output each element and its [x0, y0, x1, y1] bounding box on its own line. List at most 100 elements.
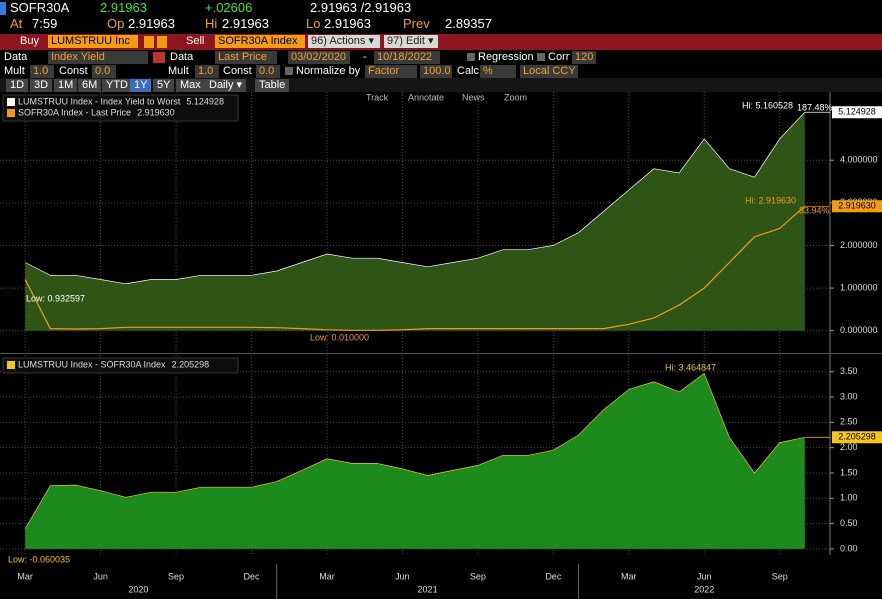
label: Op [107, 16, 125, 31]
label[interactable]: Index Yield [48, 51, 148, 64]
chart-tool[interactable]: Track [366, 92, 389, 102]
y-tick-label: 1.000000 [840, 282, 878, 292]
x-tick-label: Sep [168, 571, 184, 581]
label[interactable]: 97) Edit ▾ [384, 35, 438, 48]
y-tick-label: 0.000000 [840, 325, 878, 335]
period-button[interactable]: 3D [30, 79, 53, 92]
swap-icon[interactable] [153, 52, 165, 63]
x-tick-label: Dec [244, 571, 261, 581]
area [25, 373, 805, 549]
label[interactable]: Local CCY [520, 65, 578, 78]
last-value-label: 2.919630 [838, 201, 876, 211]
label: Lo [306, 16, 321, 31]
label[interactable]: 120 [572, 51, 596, 64]
legend-value: 2.205298 [172, 359, 210, 369]
y-tick-label: 2.50 [840, 417, 858, 427]
area [25, 112, 805, 331]
annotation: 187.48% [797, 102, 833, 112]
y-tick-label: 0.50 [840, 518, 858, 528]
annotation: Hi: 3.464847 [665, 362, 716, 372]
checkbox[interactable] [285, 67, 293, 75]
x-tick-label: Mar [17, 571, 33, 581]
x-tick-label: Jun [395, 571, 410, 581]
label: Data [4, 51, 28, 63]
label: Corr [548, 51, 570, 63]
y-tick-label: 1.50 [840, 467, 858, 477]
legend-box [2, 94, 239, 122]
label: Hi [205, 16, 218, 31]
annotation: Low: -0.060035 [8, 554, 70, 564]
label: Prev [403, 16, 430, 31]
x-tick-label: Mar [621, 571, 637, 581]
y-tick-label: 1.00 [840, 493, 858, 503]
last-value-box [832, 106, 882, 119]
period-button[interactable]: Max [176, 79, 205, 92]
last-value-label: 2.205298 [838, 432, 876, 442]
chart: 0.0000001.0000002.0000003.0000004.000000… [0, 92, 882, 599]
label[interactable]: LUMSTRUU Inc [48, 35, 138, 48]
period-button[interactable]: 1M [54, 79, 78, 92]
legend-swatch [7, 109, 15, 117]
y-tick-label: 3.50 [840, 366, 858, 376]
label: - [363, 51, 367, 63]
label[interactable]: Last Price [215, 51, 277, 64]
label[interactable]: Buy [20, 35, 39, 47]
x-year-label: 2021 [418, 584, 438, 594]
label: Mult [168, 65, 189, 77]
label: 2.89357 [445, 16, 492, 31]
period-button[interactable]: 6M [78, 79, 102, 92]
label[interactable]: 100.0 [420, 65, 452, 78]
line [24, 205, 806, 331]
x-tick-label: Dec [545, 571, 562, 581]
label[interactable]: Sell [186, 35, 205, 47]
annotation: Low: 0.010000 [310, 332, 369, 342]
label: 2.91963 /2.91963 [310, 0, 412, 15]
x-tick-label: Jun [697, 571, 712, 581]
label: SOFR30A [10, 0, 70, 15]
label: +.02606 [205, 0, 253, 15]
last-value-box [832, 200, 882, 213]
checkbox[interactable] [537, 53, 545, 61]
label[interactable]: SOFR30A Index [215, 35, 305, 48]
period-button[interactable]: YTD [102, 79, 132, 92]
period-button[interactable]: 1Y [130, 79, 152, 92]
y-tick-label: 2.000000 [840, 240, 878, 250]
chart-tool[interactable]: Zoom [504, 92, 527, 102]
label: At [10, 16, 23, 31]
y-tick-label: 3.00 [840, 391, 858, 401]
line [25, 111, 806, 285]
label[interactable]: 10/18/2022 [374, 51, 440, 64]
label[interactable]: 0.0 [92, 65, 116, 78]
annotation: Hi: 2.919630 [745, 195, 796, 205]
label[interactable]: 0.0 [256, 65, 280, 78]
label[interactable]: % [480, 65, 516, 78]
label[interactable]: Daily ▾ [205, 79, 247, 92]
x-year-label: 2022 [694, 584, 714, 594]
chart-tool[interactable]: Annotate [408, 92, 444, 102]
period-button[interactable]: 5Y [153, 79, 175, 92]
dropdown[interactable] [157, 36, 167, 48]
label: Mult [4, 65, 25, 77]
label: 7:59 [32, 16, 58, 31]
label: 2.91963 [222, 16, 269, 31]
dropdown[interactable] [144, 36, 154, 48]
x-tick-label: Sep [470, 571, 486, 581]
security-marker [0, 2, 6, 15]
label[interactable]: Table [255, 79, 290, 92]
label[interactable]: 96) Actions ▾ [308, 35, 380, 48]
label[interactable]: Factor [365, 65, 417, 78]
y-tick-label: 4.000000 [840, 155, 878, 165]
legend-label: LUMSTRUU Index - SOFR30A Index [18, 359, 166, 369]
checkbox[interactable] [467, 53, 475, 61]
line [24, 372, 805, 529]
label[interactable]: 1.0 [30, 65, 54, 78]
legend-swatch [7, 361, 15, 369]
period-button[interactable]: 1D [6, 79, 29, 92]
legend-swatch [7, 98, 15, 106]
label[interactable]: 1.0 [195, 65, 219, 78]
last-value-label: 5.124928 [838, 107, 876, 117]
legend-label: LUMSTRUU Index - Index Yield to Worst [18, 96, 181, 106]
chart-tool[interactable]: News [462, 92, 485, 102]
label[interactable]: 03/02/2020 [288, 51, 350, 64]
